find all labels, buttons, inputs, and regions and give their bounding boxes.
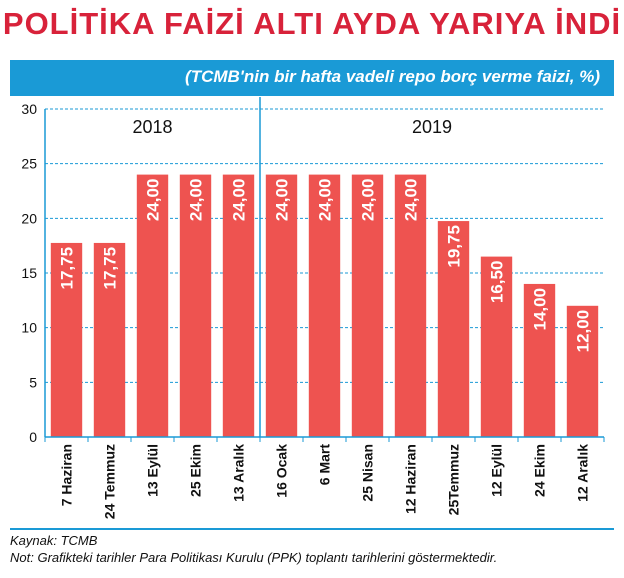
bar-chart: 0 5 10 15 20 25 30 2018 2019 17,75 7 Haziran 17,75 2… — [21, 97, 605, 519]
x-tick-label: 12 Eylül — [489, 444, 505, 497]
bar-value-label: 24,00 — [273, 179, 292, 222]
footnote: Not: Grafikteki tarihler Para Politikası… — [10, 550, 498, 565]
x-tick-label: 24 Temmuz — [102, 444, 118, 519]
y-tick-label: 25 — [21, 156, 37, 172]
x-tick-label: 16 Ocak — [274, 444, 290, 498]
y-tick-label: 10 — [21, 320, 37, 336]
bar — [179, 174, 212, 437]
x-tick-label: 7 Haziran — [59, 444, 75, 506]
bar — [93, 242, 126, 437]
bar-value-label: 24,00 — [316, 179, 335, 222]
bar-value-label: 24,00 — [230, 179, 249, 222]
x-tick-label: 12 Aralık — [575, 444, 591, 502]
bar — [480, 256, 513, 437]
x-tick-label: 12 Haziran — [403, 444, 419, 514]
bar — [437, 221, 470, 437]
x-tick-label: 25 Nisan — [360, 444, 376, 502]
chart-subtitle: (TCMB'nin bir hafta vadeli repo borç ver… — [185, 67, 600, 86]
x-tick-label: 24 Ekim — [532, 444, 548, 497]
bar-value-label: 17,75 — [101, 247, 120, 290]
bar-value-label: 24,00 — [144, 179, 163, 222]
bar — [523, 283, 556, 437]
subtitle-banner: (TCMB'nin bir hafta vadeli repo borç ver… — [10, 60, 614, 96]
bar — [136, 174, 169, 437]
bar — [351, 174, 384, 437]
bar-value-label: 17,75 — [58, 247, 77, 290]
bar-value-label: 14,00 — [531, 288, 550, 331]
x-tick-label: 25 Ekim — [188, 444, 204, 497]
y-tick-label: 15 — [21, 265, 37, 281]
x-tick-label: 6 Mart — [317, 444, 333, 486]
x-tick-label: 25Temmuz — [446, 444, 462, 515]
y-tick-label: 20 — [21, 210, 37, 226]
source-note: Kaynak: TCMB — [10, 533, 98, 548]
bar-value-label: 24,00 — [402, 179, 421, 222]
bar-value-label: 19,75 — [445, 225, 464, 268]
bar — [394, 174, 427, 437]
y-tick-label: 30 — [21, 101, 37, 117]
y-tick-label: 0 — [29, 429, 37, 445]
bar — [222, 174, 255, 437]
footer-divider — [10, 528, 614, 530]
y-tick-label: 5 — [29, 374, 37, 390]
x-tick-label: 13 Aralık — [231, 444, 247, 502]
bar — [50, 242, 83, 437]
bar — [566, 305, 599, 437]
bar-value-label: 24,00 — [187, 179, 206, 222]
year-label: 2018 — [132, 117, 172, 137]
bar — [265, 174, 298, 437]
bar-value-label: 24,00 — [359, 179, 378, 222]
bar — [308, 174, 341, 437]
chart-area: 0 5 10 15 20 25 30 2018 2019 17,75 7 Haziran 17,75 2… — [10, 96, 614, 528]
chart-title: POLİTİKA FAİZİ ALTI AYDA YARIYA İNDİ — [2, 6, 622, 41]
year-label: 2019 — [412, 117, 452, 137]
bar-value-label: 16,50 — [488, 261, 507, 304]
bar-value-label: 12,00 — [574, 310, 593, 353]
x-tick-label: 13 Eylül — [145, 444, 161, 497]
